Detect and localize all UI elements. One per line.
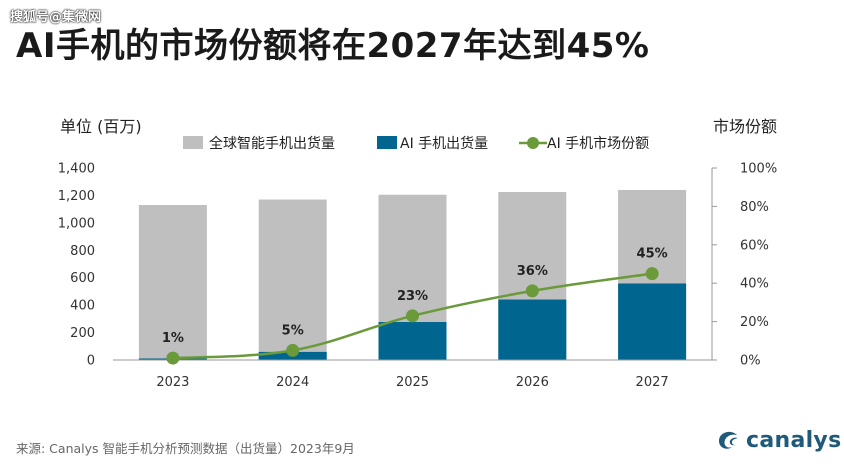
share-point-2025 (406, 309, 419, 323)
watermark: 搜狐号@集微网 (10, 10, 102, 25)
y2-tick-label: 80% (740, 200, 769, 215)
bar-ai-2026 (498, 299, 567, 360)
logo-text: canalys (746, 428, 842, 453)
x-tick-label: 2023 (156, 375, 189, 390)
share-label-2025: 23% (397, 289, 428, 304)
x-tick-label: 2026 (516, 375, 549, 390)
y2-tick-label: 20% (740, 315, 769, 330)
canalys-swirl-icon (719, 431, 738, 449)
legend-swatch-total (183, 136, 203, 149)
y2-tick-label: 0% (740, 354, 761, 369)
legend-label-ai: AI 手机出货量 (400, 135, 488, 152)
x-axis: 2023 2024 2025 2026 2027 (113, 359, 712, 390)
y-tick-label: 1,000 (58, 216, 95, 231)
bar-ai-2025 (378, 322, 447, 360)
legend: 全球智能手机出货量 AI 手机出货量 AI 手机市场份额 (183, 135, 649, 152)
legend-swatch-ai (377, 136, 397, 149)
canalys-logo: canalys (716, 428, 841, 453)
legend-label-share: AI 手机市场份额 (547, 135, 649, 152)
share-label-2023: 1% (162, 331, 184, 346)
share-label-2024: 5% (282, 323, 304, 338)
share-point-2026 (525, 284, 539, 298)
share-point-2027 (645, 267, 659, 281)
x-tick-label: 2024 (276, 375, 309, 390)
right-axis-title: 市场份额 (713, 117, 778, 136)
legend-swatch-share-dot (527, 137, 539, 149)
x-tick-label: 2027 (636, 375, 669, 390)
page-title: AI手机的市场份额将在2027年达到45% (16, 26, 650, 66)
bar-total-2023 (138, 205, 207, 360)
y2-tick-label: 40% (740, 277, 769, 292)
bar-total-2024 (258, 199, 327, 360)
share-point-2023 (166, 351, 180, 365)
left-axis-title: 单位 (百万) (60, 117, 142, 136)
y-tick-label: 1,200 (58, 189, 95, 204)
share-label-2026: 36% (517, 264, 548, 279)
source-note: 来源: Canalys 智能手机分析预测数据（出货量）2023年9月 (16, 441, 355, 456)
y-tick-label: 400 (70, 299, 95, 314)
y-tick-label: 0 (87, 354, 95, 369)
share-label-2027: 45% (637, 247, 668, 262)
y-tick-label: 800 (70, 244, 95, 259)
bar-ai-2027 (618, 283, 687, 360)
legend-label-total: 全球智能手机出货量 (209, 135, 335, 152)
y-tick-label: 200 (70, 326, 95, 341)
share-line: 1% 5% 23% 36% 45% (162, 247, 668, 365)
y-tick-label: 600 (70, 271, 95, 286)
share-point-2024 (286, 343, 300, 357)
bars (138, 189, 687, 360)
y2-tick-label: 100% (740, 162, 777, 177)
y2-tick-label: 60% (740, 238, 769, 253)
x-tick-label: 2025 (396, 375, 429, 390)
left-y-axis: 0 200 400 600 800 1,000 1,200 1,400 (58, 162, 95, 369)
y-tick-label: 1,400 (58, 162, 95, 177)
right-y-axis: 0% 20% 40% 60% 80% 100% (711, 162, 777, 369)
